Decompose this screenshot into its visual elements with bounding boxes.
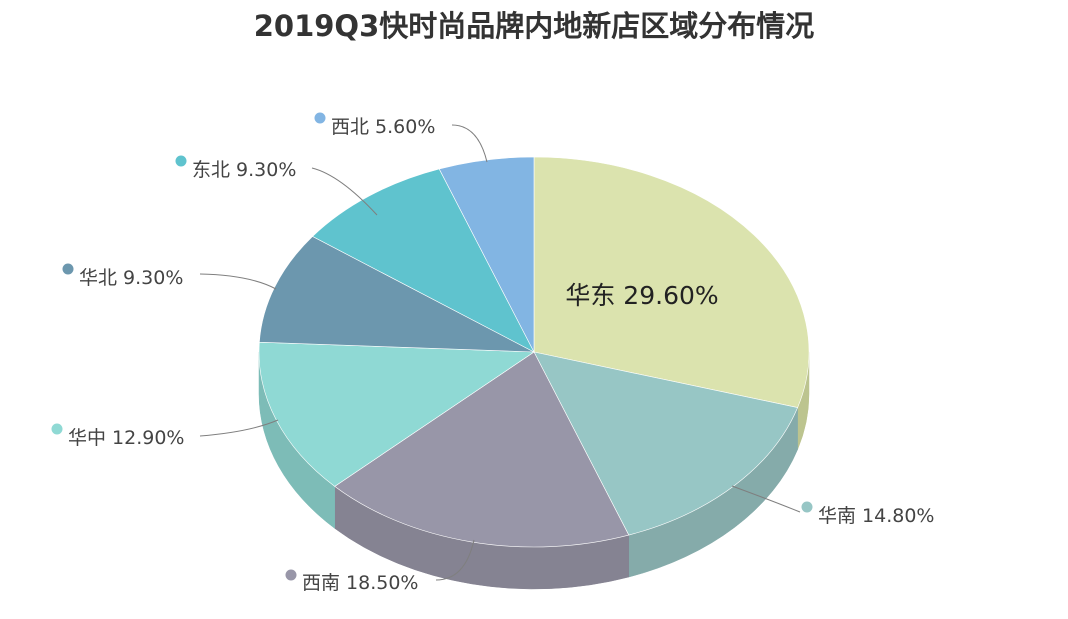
slice-label-西北: 西北 5.60%	[331, 116, 435, 138]
label-marker-西南	[285, 569, 297, 581]
pie-slice-西南[interactable]	[334, 351, 630, 548]
pie-slice-华南[interactable]	[533, 351, 799, 536]
label-marker-东北	[175, 155, 187, 167]
pie-slice-华北[interactable]	[259, 236, 535, 353]
label-marker-华中	[51, 423, 63, 435]
slice-label-华北: 华北 9.30%	[79, 267, 183, 289]
pie-top-slices	[258, 156, 810, 548]
leader-line-华北	[199, 273, 277, 290]
label-marker-华南	[801, 501, 813, 513]
slice-label-华中: 华中 12.90%	[68, 427, 185, 449]
chart-title: 2019Q3快时尚品牌内地新店区域分布情况	[253, 9, 815, 43]
slice-label-华南: 华南 14.80%	[818, 505, 935, 527]
slice-label-华东: 华东 29.60%	[565, 281, 718, 310]
leader-line-东北	[311, 167, 378, 216]
slice-label-西南: 西南 18.50%	[302, 572, 419, 594]
leader-line-西南	[435, 539, 475, 581]
pie-slice-华中[interactable]	[258, 341, 535, 487]
leader-line-华南	[731, 485, 801, 513]
label-marker-西北	[314, 112, 326, 124]
pie-slice-东北[interactable]	[312, 168, 535, 353]
leader-lines	[199, 124, 801, 581]
label-marker-华北	[62, 263, 74, 275]
leader-line-西北	[451, 124, 488, 163]
slice-labels: 华东 29.60% 华南 14.80% 西南 18.50% 华中 12.90% 华北 9…	[51, 112, 935, 594]
pie-slice-西北[interactable]	[438, 156, 535, 353]
leader-line-华中	[199, 419, 279, 437]
pie-slice-华东[interactable]	[533, 156, 810, 408]
slice-label-东北: 东北 9.30%	[192, 159, 296, 181]
